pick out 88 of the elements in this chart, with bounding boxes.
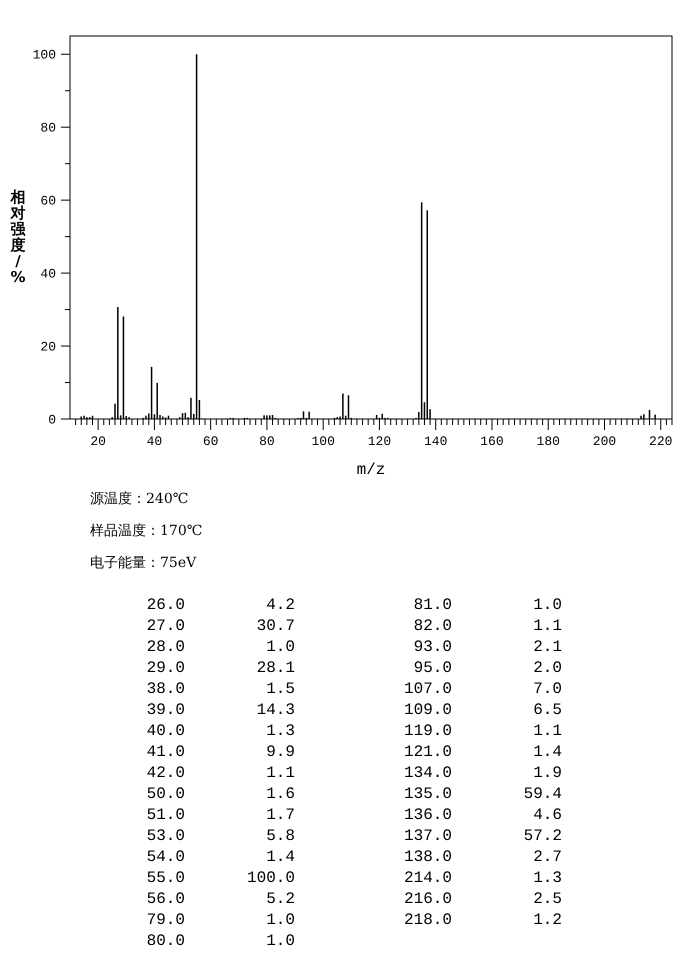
text: 样品温度：170℃ [90,523,202,539]
x-tick-label: 180 [536,434,560,449]
y-tick-label: 20 [40,340,56,355]
y-tick-label: 40 [40,266,56,282]
text: 2.1 [533,638,562,656]
text: 27.0 [146,617,185,635]
text: 电子能量：75eV [90,555,198,571]
text: 26.0 [146,596,185,614]
text: 109.0 [404,701,452,719]
text: 1.7 [266,806,295,824]
text: 55.0 [146,869,185,887]
text: 57.2 [524,827,562,845]
x-tick-label: 80 [259,434,275,449]
y-tick-label: 100 [32,48,56,63]
text: 5.2 [266,890,295,908]
text: 38.0 [146,680,185,698]
text: 81.0 [414,596,452,614]
text: 1.9 [533,764,562,782]
text: 1.1 [533,722,562,740]
text: 121.0 [404,743,452,761]
text: 214.0 [404,869,452,887]
y-tick-label: 60 [40,194,56,209]
text: 56.0 [146,890,185,908]
text: 134.0 [404,764,452,782]
text: 1.1 [533,617,562,635]
x-tick-label: 60 [202,434,218,449]
text: 119.0 [404,722,452,740]
x-axis-title: m/z [356,461,386,479]
text: 源温度：240℃ [90,491,188,507]
text: 218.0 [404,911,452,929]
text: 54.0 [146,848,185,866]
y-tick-label: 80 [40,120,56,136]
text: 2.5 [533,890,562,908]
text: 41.0 [146,743,185,761]
text: 28.1 [256,659,295,677]
text: 2.0 [533,659,562,677]
text: 1.2 [533,911,562,929]
text: 50.0 [146,785,185,803]
x-tick-label: 220 [649,434,672,449]
x-tick-label: 120 [368,434,392,449]
text: 29.0 [146,659,185,677]
text: 6.5 [533,701,562,719]
x-tick-label: 140 [424,434,448,449]
text: 1.3 [266,722,295,740]
text: 100.0 [246,869,295,887]
text: 9.9 [266,743,295,761]
text: 80.0 [146,932,185,950]
text: 2.7 [533,848,562,866]
text: 40.0 [146,722,185,740]
y-axis-title: 相对强度/% [10,188,26,286]
x-tick-label: 200 [592,434,616,449]
text: 1.4 [533,743,562,761]
x-tick-label: 40 [146,434,162,449]
text: 42.0 [146,764,185,782]
text: 79.0 [146,911,185,929]
text: 7.0 [533,680,562,698]
text: 138.0 [404,848,452,866]
text: 51.0 [146,806,185,824]
text: 5.8 [266,827,295,845]
text: 107.0 [404,680,452,698]
text: 1.3 [533,869,562,887]
text: 82.0 [414,617,452,635]
text: 4.2 [266,596,295,614]
text: 39.0 [146,701,185,719]
text: 53.0 [146,827,185,845]
text: 4.6 [533,806,562,824]
y-tick-label: 0 [48,412,56,428]
text: 14.3 [256,701,295,719]
x-tick-label: 100 [311,434,335,449]
text: 1.0 [533,596,562,614]
text: 1.1 [266,764,295,782]
text: 1.6 [266,785,295,803]
text: 95.0 [414,659,452,677]
x-tick-label: 20 [90,434,106,449]
text: 28.0 [146,638,185,656]
x-tick-label: 160 [480,434,504,449]
text: 135.0 [404,785,452,803]
text: 1.0 [266,932,295,950]
text: 1.4 [266,848,295,866]
text: 1.0 [266,911,295,929]
text: 1.5 [266,680,295,698]
text: 216.0 [404,890,452,908]
text: 59.4 [524,785,562,803]
text: 30.7 [256,617,295,635]
text: 93.0 [414,638,452,656]
text: 137.0 [404,827,452,845]
text: 1.0 [266,638,295,656]
text: 136.0 [404,806,452,824]
